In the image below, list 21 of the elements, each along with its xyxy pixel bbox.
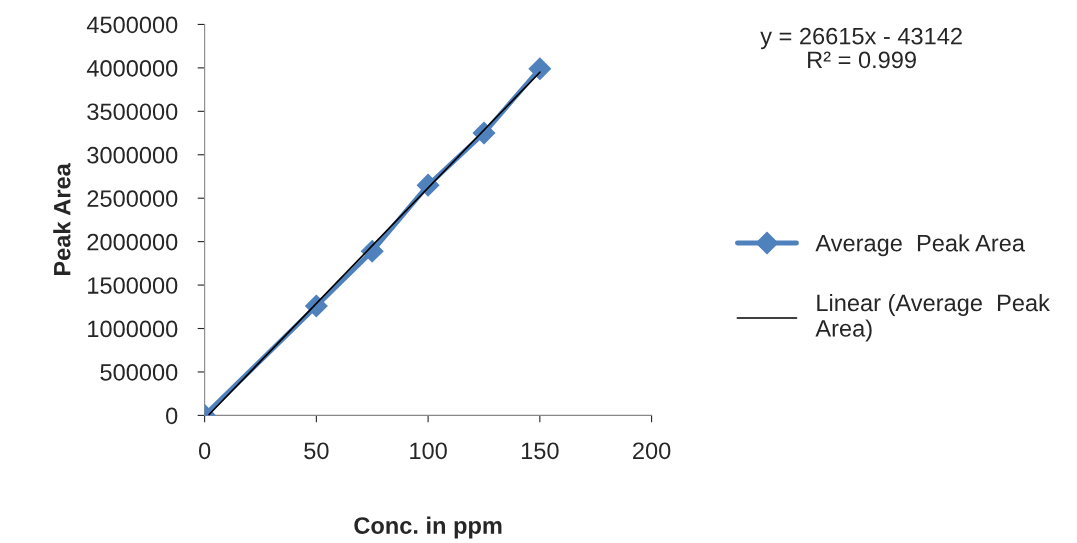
x-tick-label: 50 bbox=[304, 442, 329, 460]
y-tick-label: 4500000 bbox=[86, 16, 178, 34]
y-tick-label: 2500000 bbox=[87, 190, 178, 207]
x-tick-label: 100 bbox=[410, 442, 447, 460]
y-tick-label: 0 bbox=[166, 407, 178, 425]
y-tick-label: 3500000 bbox=[87, 103, 178, 121]
x-axis-title: Conc. in ppm bbox=[354, 516, 502, 539]
y-tick-label: 2000000 bbox=[87, 233, 178, 251]
text: y = 26615x - 43142 R² = 0.999 bbox=[760, 27, 962, 69]
y-tick-label: 1500000 bbox=[88, 277, 178, 294]
y-tick-label: 3000000 bbox=[87, 146, 178, 164]
x-tick-label: 150 bbox=[521, 442, 559, 460]
y-tick-label: 1000000 bbox=[88, 320, 178, 338]
x-tick-label: 0 bbox=[198, 442, 211, 460]
x-tick-label: 200 bbox=[633, 442, 671, 460]
y-tick-label: 4000000 bbox=[86, 59, 178, 77]
y-tick-label: 500000 bbox=[100, 364, 178, 381]
y-axis-title: Peak Area bbox=[53, 163, 71, 275]
point bbox=[528, 57, 552, 81]
legend-label: Linear (Average Peak Area) bbox=[815, 293, 1050, 342]
legend-label: Average Peak Area bbox=[815, 234, 1025, 257]
